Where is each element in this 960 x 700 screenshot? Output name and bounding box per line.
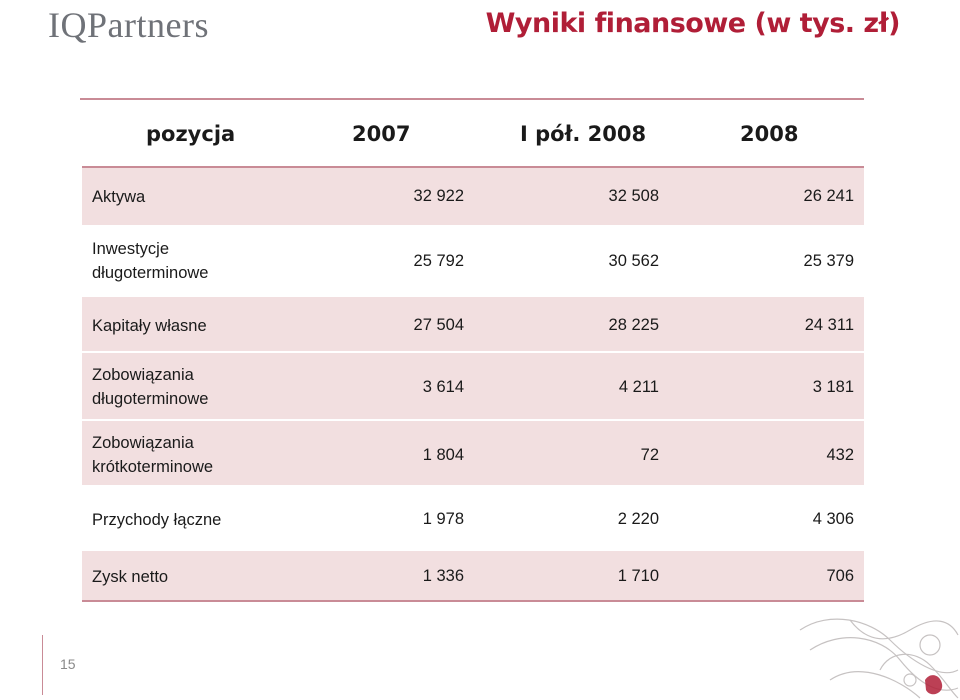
value-h1-2008: 4 211 xyxy=(618,378,659,396)
table-row: Przychody łączne 1 978 2 220 4 306 xyxy=(82,485,864,549)
table-row: Aktywa 32 922 32 508 26 241 xyxy=(82,168,864,225)
page-number: 15 xyxy=(60,656,76,672)
value-h1-2008: 2 220 xyxy=(617,510,659,528)
row-label: Zobowiązania xyxy=(92,366,194,384)
row-label: Aktywa xyxy=(92,188,146,206)
table-row: Zobowiązania długoterminowe 3 614 4 211 … xyxy=(82,351,864,419)
row-label: Zobowiązania xyxy=(92,434,194,452)
company-logo: IQPartners xyxy=(48,5,209,45)
value-2008: 3 181 xyxy=(812,378,854,396)
header-2008: 2008 xyxy=(740,122,799,146)
row-label: Zysk netto xyxy=(92,568,169,586)
table-row: Inwestycje długoterminowe 25 792 30 562 … xyxy=(82,225,864,295)
row-label-line2: długoterminowe xyxy=(92,390,209,408)
page-number-divider xyxy=(42,635,43,695)
decorative-swirl xyxy=(799,618,959,699)
row-label-line2: długoterminowe xyxy=(92,264,209,282)
value-2008: 4 306 xyxy=(812,510,854,528)
value-2007: 27 504 xyxy=(413,316,464,334)
value-2008: 432 xyxy=(826,446,854,464)
value-h1-2008: 30 562 xyxy=(608,252,659,270)
value-2007: 25 792 xyxy=(413,252,464,270)
value-2008: 25 379 xyxy=(803,252,854,270)
table-row: Zobowiązania krótkoterminowe 1 804 72 43… xyxy=(82,419,864,485)
table-row: Kapitały własne 27 504 28 225 24 311 xyxy=(82,295,864,351)
value-h1-2008: 32 508 xyxy=(608,187,659,205)
value-2007: 1 336 xyxy=(422,567,464,585)
row-label: Kapitały własne xyxy=(92,317,207,335)
row-label-line2: krótkoterminowe xyxy=(92,458,214,476)
value-2008: 706 xyxy=(826,567,854,585)
header-h1-2008: I pół. 2008 xyxy=(520,122,647,146)
value-2008: 26 241 xyxy=(803,187,854,205)
header-position: pozycja xyxy=(146,122,236,146)
slide-title: Wyniki finansowe (w tys. zł) xyxy=(485,8,901,39)
financial-table: Aktywa 32 922 32 508 26 241 Inwestycje d… xyxy=(82,166,864,602)
table-row: Zysk netto 1 336 1 710 706 xyxy=(82,549,864,600)
table-top-rule xyxy=(80,98,864,100)
value-2008: 24 311 xyxy=(804,316,854,334)
value-h1-2008: 72 xyxy=(640,446,659,464)
value-2007: 1 804 xyxy=(422,446,464,464)
value-h1-2008: 1 710 xyxy=(617,567,659,585)
value-h1-2008: 28 225 xyxy=(608,316,659,334)
row-label: Przychody łączne xyxy=(92,511,222,529)
table-header: pozycja 2007 I pół. 2008 2008 xyxy=(80,100,864,166)
row-label: Inwestycje xyxy=(92,240,170,258)
header-2007: 2007 xyxy=(352,122,411,146)
value-2007: 3 614 xyxy=(422,378,464,396)
value-2007: 1 978 xyxy=(422,510,464,528)
value-2007: 32 922 xyxy=(413,187,464,205)
